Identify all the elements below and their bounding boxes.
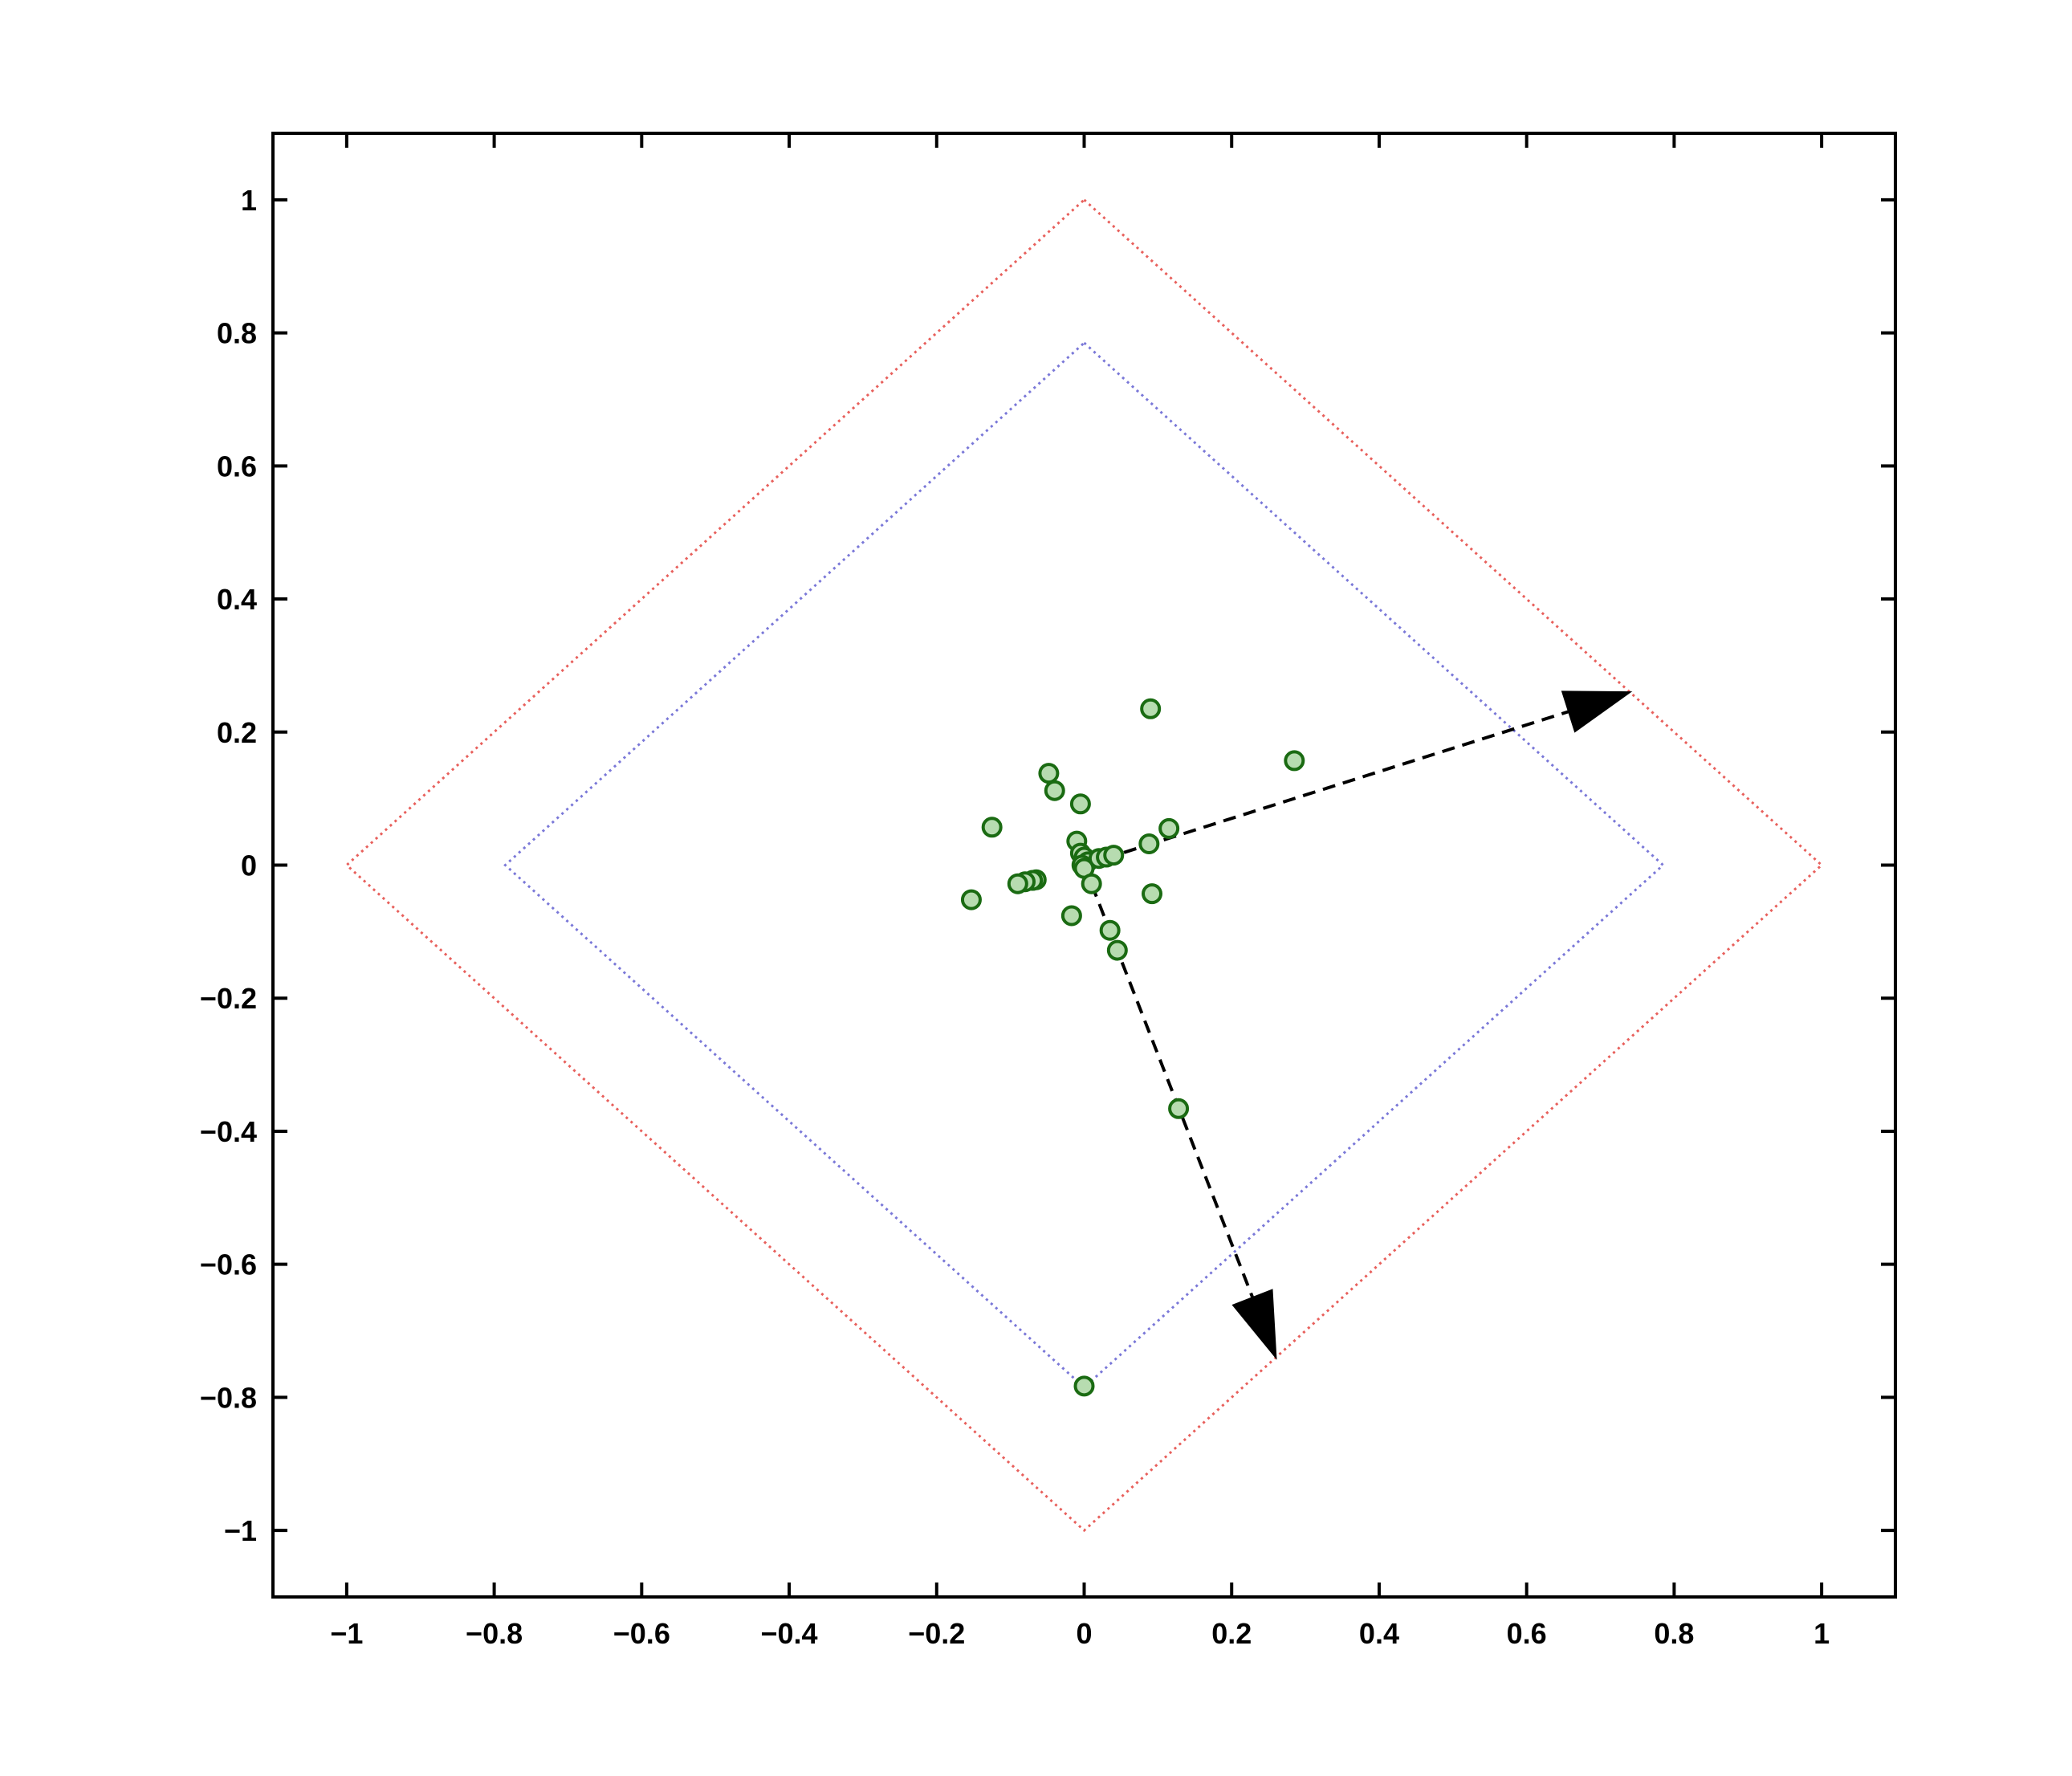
- data-point: [1140, 698, 1162, 719]
- x-tick-label: −0.8: [466, 1617, 523, 1650]
- x-tick-label: 0.4: [1359, 1617, 1399, 1650]
- arrow-shaft-2: [1082, 864, 1255, 1298]
- diamond-boundary-1: [344, 198, 1824, 1533]
- data-point: [1099, 919, 1121, 941]
- data-point: [1073, 1375, 1095, 1397]
- data-point: [1081, 873, 1102, 894]
- arrow-head-2: [1231, 1289, 1277, 1360]
- x-tick-label: −1: [330, 1617, 363, 1650]
- y-tick-label: 0.4: [217, 583, 257, 616]
- x-axis-ticks: −1 −0.8 −0.6 −0.4 −0.2 0 0.2 0.4 0.6 0.8 1: [330, 133, 1830, 1650]
- data-point: [1142, 883, 1163, 905]
- data-point: [1138, 833, 1160, 854]
- data-point: [981, 817, 1003, 838]
- x-tick-label: 0.8: [1654, 1617, 1694, 1650]
- y-tick-label: −0.8: [200, 1381, 257, 1414]
- diamond-boundaries: [344, 198, 1824, 1533]
- y-tick-label: −0.4: [200, 1115, 257, 1148]
- data-point: [1168, 1098, 1190, 1119]
- y-tick-label: 0.8: [217, 317, 257, 350]
- data-point: [1103, 845, 1125, 866]
- y-tick-label: 0.2: [217, 716, 257, 749]
- y-axis-ticks: 1 0.8 0.6 0.4 0.2 0 −0.2 −0.4 −0.6 −0.8 −1: [200, 184, 1895, 1547]
- data-points: [960, 698, 1305, 1397]
- y-tick-label: −0.6: [200, 1248, 257, 1281]
- x-tick-label: 0.2: [1211, 1617, 1252, 1650]
- arrow-vectors: [1082, 690, 1633, 1360]
- x-tick-label: 0: [1076, 1617, 1092, 1650]
- x-tick-label: −0.4: [761, 1617, 818, 1650]
- x-tick-label: 1: [1814, 1617, 1830, 1650]
- y-tick-label: −0.2: [200, 982, 257, 1015]
- data-point: [1158, 817, 1180, 839]
- y-tick-label: 0.6: [217, 450, 257, 483]
- y-tick-label: 0: [241, 849, 257, 882]
- data-point: [960, 889, 982, 910]
- data-point: [1038, 763, 1060, 784]
- data-point: [1284, 750, 1305, 772]
- x-tick-label: 0.6: [1507, 1617, 1547, 1650]
- x-tick-label: −0.2: [908, 1617, 965, 1650]
- y-tick-label: 1: [241, 184, 257, 217]
- data-point: [1007, 873, 1028, 894]
- data-point: [1060, 905, 1082, 927]
- data-point: [1069, 793, 1091, 815]
- arrow-shaft-1: [1083, 710, 1569, 867]
- x-tick-label: −0.6: [613, 1617, 670, 1650]
- arrow-head-1: [1561, 690, 1633, 733]
- data-point: [1044, 780, 1065, 801]
- data-point: [1106, 939, 1128, 961]
- y-tick-label: −1: [224, 1514, 257, 1547]
